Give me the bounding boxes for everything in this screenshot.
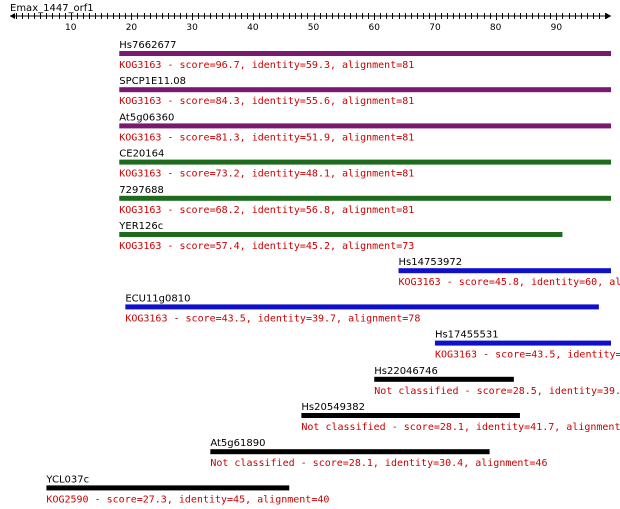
hit-row: YER126c KOG3163 - score=57.4, identity=45… [118, 221, 563, 252]
tick-label: 80 [490, 23, 502, 33]
tick-label: 50 [308, 23, 320, 33]
hit-name: SPCP1E11.08 [119, 76, 186, 87]
hit-row: ECU11g0810 KOG3163 - score=43.5, identity… [125, 293, 599, 324]
tick-label: 40 [247, 23, 259, 33]
hit-bar [119, 159, 611, 165]
hit-name: ECU11g0810 [125, 293, 190, 304]
hit-row: 7297688 KOG3163 - score=68.2, identity=56… [119, 185, 611, 216]
hit-row: Hs17455531 KOG3163 - score=43.5, identity… [434, 330, 620, 361]
query-name: Emax_1447_orf1 [10, 3, 94, 14]
tick-label: 10 [65, 23, 77, 33]
hit-bar [119, 195, 611, 201]
tick-label: 60 [369, 23, 381, 33]
hit-name: Hs7662677 [119, 40, 176, 51]
hit-annotation: Not classified - score=28.1, identity=30… [210, 458, 547, 469]
hit-name: 7297688 [119, 185, 164, 196]
hit-name: Hs14753972 [399, 257, 463, 268]
hit-row: Hs14753972 KOG3163 - score=45.8, identity… [398, 257, 620, 288]
tick-label: 90 [551, 23, 563, 33]
hit-bar [119, 87, 611, 93]
ruler-arrow-left [10, 13, 15, 19]
hit-annotation: Not classified - score=28.5, identity=39… [374, 386, 620, 397]
ruler-arrow-right [606, 13, 611, 19]
hit-annotation: KOG3163 - score=73.2, identity=48.1, ali… [119, 169, 414, 180]
hit-annotation: KOG3163 - score=96.7, identity=59.3, ali… [119, 60, 414, 71]
hit-name: Hs22046746 [374, 366, 438, 377]
tick-label: 30 [186, 23, 198, 33]
hit-row: CE20164 KOG3163 - score=73.2, identity=48… [119, 149, 611, 180]
hit-annotation: KOG3163 - score=43.5, identity=62.1, ali… [435, 350, 620, 361]
hit-annotation: Not classified - score=28.1, identity=41… [301, 422, 620, 433]
position-ruler: 10 20 30 40 50 60 70 80 90 [10, 13, 611, 33]
hit-annotation: KOG2590 - score=27.3, identity=45, align… [46, 494, 329, 505]
hit-name: YCL037c [45, 474, 89, 485]
hit-bar [374, 376, 514, 382]
hit-annotation: KOG3163 - score=57.4, identity=45.2, ali… [119, 241, 414, 252]
hit-name: YER126c [118, 221, 163, 232]
hit-bar [125, 304, 599, 310]
hit-row: Hs20549382 Not classified - score=28.1, i… [301, 402, 620, 433]
hit-list: Hs7662677 KOG3163 - score=96.7, identity=… [45, 40, 620, 505]
hit-row: Hs22046746 Not classified - score=28.5, i… [374, 366, 620, 397]
hit-annotation: KOG3163 - score=81.3, identity=51.9, ali… [119, 132, 414, 143]
hit-bar [398, 268, 611, 274]
hit-bar [119, 123, 611, 129]
hit-bar [434, 340, 611, 346]
hit-bar [119, 232, 563, 237]
hit-row: At5g61890 Not classified - score=28.1, id… [210, 438, 547, 469]
hit-bar [46, 485, 290, 491]
hit-row: SPCP1E11.08 KOG3163 - score=84.3, identit… [119, 76, 611, 107]
hit-annotation: KOG3163 - score=45.8, identity=60, align… [399, 277, 620, 288]
hit-annotation: KOG3163 - score=43.5, identity=39.7, ali… [125, 313, 420, 324]
hit-row: At5g06360 KOG3163 - score=81.3, identity=… [119, 112, 611, 143]
hit-name: CE20164 [119, 149, 164, 160]
tick-label: 20 [126, 23, 138, 33]
hit-name: Hs20549382 [301, 402, 365, 413]
hit-annotation: KOG3163 - score=84.3, identity=55.6, ali… [119, 96, 414, 107]
hit-name: Hs17455531 [435, 330, 499, 341]
hit-annotation: KOG3163 - score=68.2, identity=56.8, ali… [119, 205, 414, 216]
hit-bar [210, 449, 490, 455]
hit-bar [301, 413, 520, 418]
hit-name: At5g61890 [210, 438, 265, 449]
hit-name: At5g06360 [119, 112, 174, 123]
hit-row: Hs7662677 KOG3163 - score=96.7, identity=… [119, 40, 611, 71]
tick-label: 70 [429, 23, 441, 33]
hit-bar [119, 51, 611, 56]
hit-row: YCL037c KOG2590 - score=27.3, identity=45… [45, 474, 329, 505]
